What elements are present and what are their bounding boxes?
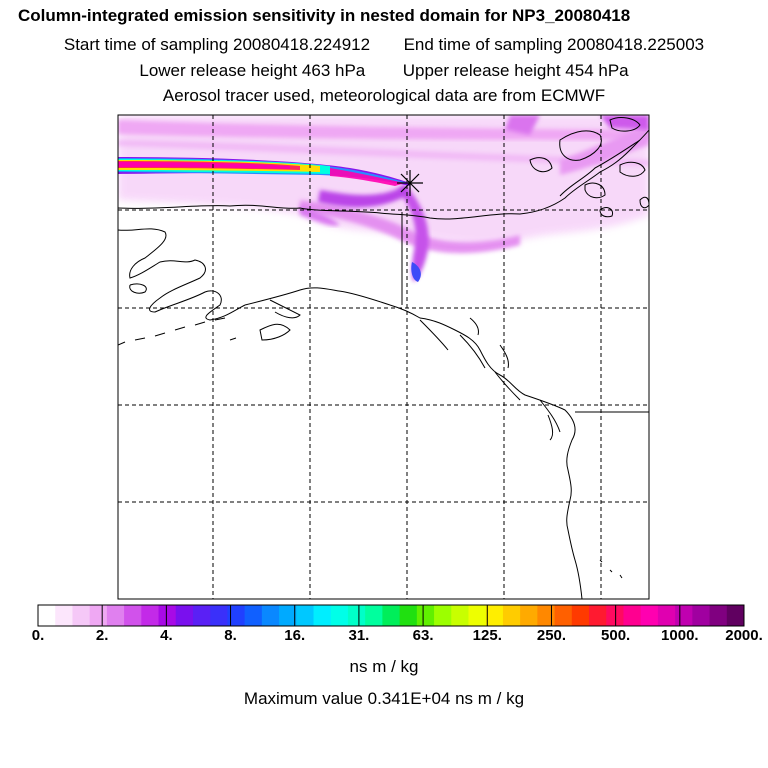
colorbar-cell bbox=[451, 605, 469, 626]
colorbar-cell bbox=[502, 605, 521, 626]
colorbar-tick-label: 0. bbox=[31, 627, 45, 644]
colorbar-cell bbox=[416, 605, 435, 626]
colorbar-cell bbox=[434, 605, 452, 626]
colorbar-cell bbox=[571, 605, 590, 626]
colorbar-cell bbox=[124, 605, 142, 626]
colorbar-tick-label: 250. bbox=[536, 627, 567, 644]
colorbar-cell bbox=[675, 605, 693, 626]
colorbar-cell bbox=[141, 605, 160, 626]
colorbar-cell bbox=[72, 605, 91, 626]
colorbar-cell bbox=[692, 605, 711, 626]
colorbar-cell bbox=[382, 605, 401, 626]
colorbar-cell bbox=[485, 605, 504, 626]
colorbar-tick-label: 16. bbox=[284, 627, 306, 644]
colorbar-cell bbox=[158, 605, 177, 626]
start-time: Start time of sampling 20080418.224912 bbox=[63, 35, 371, 54]
lower-release-height: Lower release height 463 hPa bbox=[139, 61, 366, 80]
colorbar-cell bbox=[279, 605, 297, 626]
upper-release-height: Upper release height 454 hPa bbox=[402, 61, 629, 80]
colorbar-tick-label: 4. bbox=[160, 627, 173, 644]
colorbar-cell bbox=[38, 605, 56, 626]
colorbar-cell bbox=[89, 605, 108, 626]
plot-title: Column-integrated emission sensitivity i… bbox=[18, 6, 631, 25]
colorbar-cell bbox=[192, 605, 211, 626]
colorbar-cell bbox=[554, 605, 573, 626]
colorbar-cell bbox=[347, 605, 366, 626]
colorbar-tick-label: 31. bbox=[348, 627, 370, 644]
colorbar-tick-label: 125. bbox=[472, 627, 502, 644]
colorbar-cell bbox=[55, 605, 73, 626]
release-point-marker bbox=[397, 170, 423, 196]
colorbar-cell bbox=[296, 605, 315, 626]
colorbar-cell bbox=[399, 605, 418, 626]
colorbar-tick-label: 2. bbox=[95, 627, 109, 644]
colorbar-frame bbox=[37, 604, 745, 627]
colorbar-units: ns m / kg bbox=[349, 657, 419, 676]
emission-plume bbox=[118, 157, 410, 186]
colorbar-cell bbox=[210, 605, 228, 626]
tracer-info: Aerosol tracer used, meteorological data… bbox=[162, 86, 606, 105]
colorbar-tick-label: 1000. bbox=[661, 627, 699, 644]
sampling-times: Start time of sampling 20080418.224912 E… bbox=[0, 35, 768, 55]
colorbar-cell bbox=[709, 605, 728, 626]
map-frame bbox=[117, 114, 650, 600]
coastlines bbox=[118, 117, 649, 599]
colorbar-cell bbox=[726, 605, 745, 626]
graticule bbox=[118, 115, 649, 599]
end-time: End time of sampling 20080418.225003 bbox=[403, 35, 705, 54]
colorbar-cell bbox=[175, 605, 194, 626]
colorbar-cell bbox=[106, 605, 125, 626]
colorbar-cell bbox=[227, 605, 246, 626]
colorbar-cell bbox=[244, 605, 263, 626]
colorbar-cell bbox=[657, 605, 676, 626]
colorbar-cell bbox=[640, 605, 659, 626]
colorbar-tick-label: 500. bbox=[601, 627, 631, 644]
colorbar-cell bbox=[468, 605, 487, 626]
colorbar-cell bbox=[261, 605, 280, 626]
colorbar-cell bbox=[623, 605, 642, 626]
maximum-value: Maximum value 0.341E+04 ns m / kg bbox=[243, 689, 525, 708]
colorbar-tick-label: 2000. bbox=[725, 627, 763, 644]
colorbar-cell bbox=[589, 605, 607, 626]
colorbar-cell bbox=[520, 605, 538, 626]
colorbar-cell bbox=[606, 605, 624, 626]
colorbar-cell bbox=[537, 605, 556, 626]
release-heights: Lower release height 463 hPa Upper relea… bbox=[0, 61, 768, 81]
colorbar-cell bbox=[313, 605, 332, 626]
colorbar-cell bbox=[330, 605, 349, 626]
colorbar-tick-label: 63. bbox=[412, 627, 434, 644]
colorbar-cell bbox=[365, 605, 383, 626]
colorbar-tick-label: 8. bbox=[224, 627, 237, 644]
